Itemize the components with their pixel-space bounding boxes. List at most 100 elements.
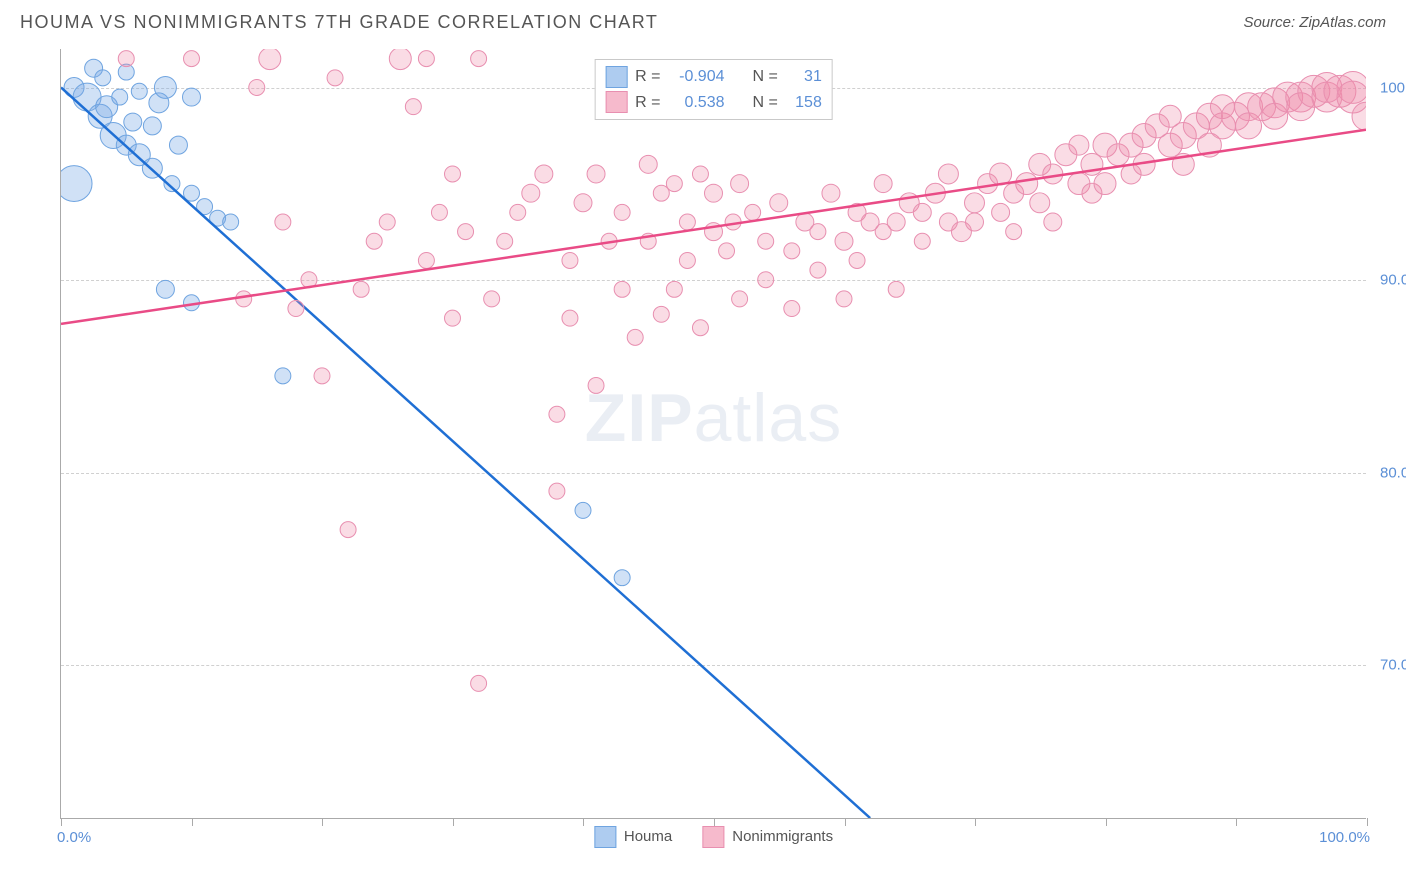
data-point bbox=[314, 368, 330, 384]
r-label: R = bbox=[635, 64, 660, 90]
xtick-mark bbox=[583, 818, 584, 826]
data-point bbox=[131, 83, 147, 99]
data-point bbox=[639, 155, 657, 173]
data-point bbox=[418, 252, 434, 268]
xtick-mark bbox=[714, 818, 715, 826]
data-point bbox=[288, 301, 304, 317]
data-point bbox=[575, 502, 591, 518]
scatter-svg bbox=[61, 49, 1366, 818]
data-point bbox=[705, 184, 723, 202]
data-point bbox=[835, 232, 853, 250]
stats-swatch bbox=[605, 91, 627, 113]
data-point bbox=[249, 79, 265, 95]
data-point bbox=[169, 136, 187, 154]
header: HOUMA VS NONIMMIGRANTS 7TH GRADE CORRELA… bbox=[0, 0, 1406, 39]
stats-swatch bbox=[605, 66, 627, 88]
data-point bbox=[770, 194, 788, 212]
data-point bbox=[810, 262, 826, 278]
data-point bbox=[183, 88, 201, 106]
data-point bbox=[445, 166, 461, 182]
stats-row: R = -0.904 N = 31 bbox=[605, 64, 822, 90]
data-point bbox=[549, 483, 565, 499]
bottom-legend: Houma Nonimmigrants bbox=[594, 826, 833, 848]
data-point bbox=[431, 204, 447, 220]
data-point bbox=[156, 280, 174, 298]
r-label: R = bbox=[635, 90, 660, 116]
n-value: 31 bbox=[786, 64, 822, 90]
data-point bbox=[822, 184, 840, 202]
legend-item: Nonimmigrants bbox=[702, 826, 833, 848]
data-point bbox=[1043, 164, 1063, 184]
data-point bbox=[810, 224, 826, 240]
data-point bbox=[914, 233, 930, 249]
xtick-mark bbox=[192, 818, 193, 826]
xtick-mark bbox=[1367, 818, 1368, 826]
data-point bbox=[784, 243, 800, 259]
data-point bbox=[887, 213, 905, 231]
data-point bbox=[510, 204, 526, 220]
stats-box: R = -0.904 N = 31R =0.538N =158 bbox=[594, 59, 833, 120]
data-point bbox=[966, 213, 984, 231]
data-point bbox=[236, 291, 252, 307]
data-point bbox=[535, 165, 553, 183]
legend-swatch bbox=[702, 826, 724, 848]
data-point bbox=[614, 204, 630, 220]
plot-area: ZIPatlas R =-0.904N =31R =0.538N =158 0.… bbox=[60, 49, 1366, 819]
data-point bbox=[1094, 173, 1116, 195]
legend-swatch bbox=[594, 826, 616, 848]
data-point bbox=[112, 89, 128, 105]
data-point bbox=[938, 164, 958, 184]
data-point bbox=[666, 281, 682, 297]
legend-item: Houma bbox=[594, 826, 672, 848]
xtick-mark bbox=[1106, 818, 1107, 826]
chart-container: 7th Grade ZIPatlas R =-0.904N =31R =0.53… bbox=[20, 39, 1386, 859]
data-point bbox=[1016, 173, 1038, 195]
data-point bbox=[143, 117, 161, 135]
data-point bbox=[389, 49, 411, 70]
x-max-label: 100.0% bbox=[1319, 829, 1370, 846]
data-point bbox=[471, 675, 487, 691]
legend-label: Houma bbox=[624, 828, 672, 845]
stats-row: R =0.538N =158 bbox=[605, 90, 822, 116]
data-point bbox=[745, 204, 761, 220]
data-point bbox=[784, 301, 800, 317]
data-point bbox=[666, 176, 682, 192]
ytick-label: 100.0% bbox=[1380, 79, 1406, 96]
data-point bbox=[1044, 213, 1062, 231]
xtick-mark bbox=[322, 818, 323, 826]
data-point bbox=[549, 406, 565, 422]
n-label: N = bbox=[753, 64, 778, 90]
data-point bbox=[154, 76, 176, 98]
data-point bbox=[1069, 135, 1089, 155]
data-point bbox=[888, 281, 904, 297]
data-point bbox=[849, 252, 865, 268]
data-point bbox=[990, 163, 1012, 185]
data-point bbox=[562, 310, 578, 326]
data-point bbox=[1006, 224, 1022, 240]
data-point bbox=[614, 281, 630, 297]
data-point bbox=[418, 51, 434, 67]
r-value: -0.904 bbox=[669, 64, 725, 90]
data-point bbox=[732, 291, 748, 307]
data-point bbox=[574, 194, 592, 212]
data-point bbox=[223, 214, 239, 230]
ytick-label: 90.0% bbox=[1380, 272, 1406, 289]
data-point bbox=[353, 281, 369, 297]
data-point bbox=[95, 70, 111, 86]
data-point bbox=[913, 203, 931, 221]
data-point bbox=[758, 233, 774, 249]
data-point bbox=[614, 570, 630, 586]
data-point bbox=[445, 310, 461, 326]
data-point bbox=[340, 522, 356, 538]
data-point bbox=[653, 306, 669, 322]
xtick-mark bbox=[845, 818, 846, 826]
data-point bbox=[692, 320, 708, 336]
data-point bbox=[259, 49, 281, 70]
data-point bbox=[1030, 193, 1050, 213]
data-point bbox=[588, 377, 604, 393]
xtick-mark bbox=[975, 818, 976, 826]
xtick-mark bbox=[61, 818, 62, 826]
n-value: 158 bbox=[786, 90, 822, 116]
data-point bbox=[184, 51, 200, 67]
data-point bbox=[731, 175, 749, 193]
